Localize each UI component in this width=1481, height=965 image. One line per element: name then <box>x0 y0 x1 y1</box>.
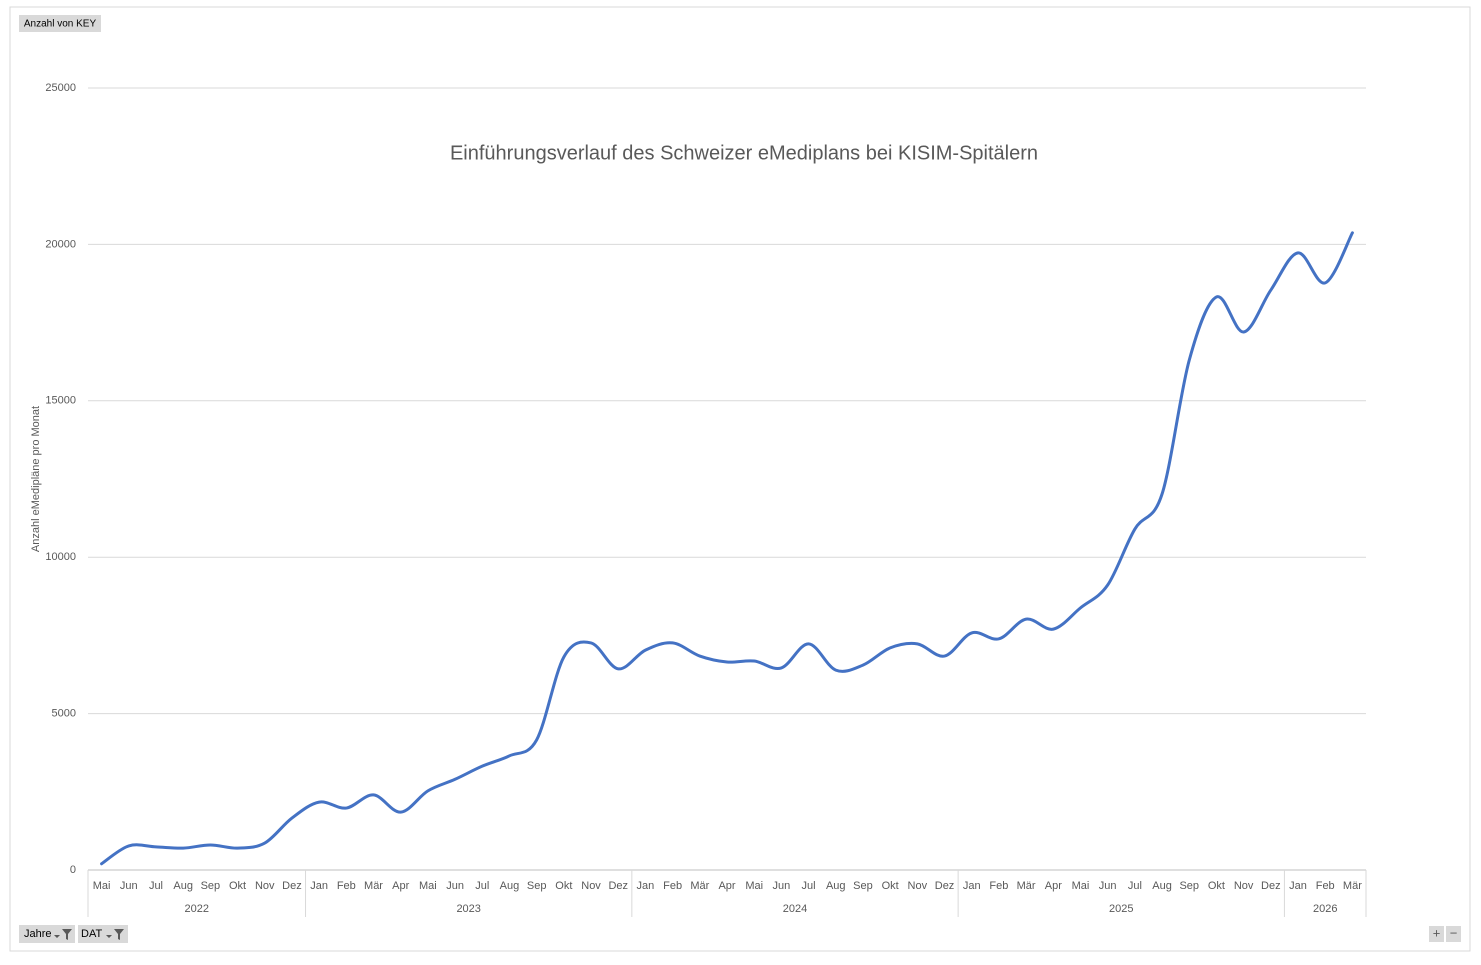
filter-label: DAT <box>81 928 102 940</box>
x-tick-label: Mai <box>1072 880 1090 892</box>
x-tick-label: Dez <box>935 880 955 892</box>
x-tick-label: Nov <box>908 880 928 892</box>
x-tick-label: Aug <box>500 880 520 892</box>
year-label: 2022 <box>185 903 209 915</box>
x-tick-label: Sep <box>527 880 547 892</box>
y-tick-label: 5000 <box>52 708 76 720</box>
field-button[interactable] <box>19 15 101 32</box>
year-label: 2023 <box>456 903 480 915</box>
y-tick-label: 0 <box>70 864 76 876</box>
x-tick-label: Mai <box>419 880 437 892</box>
x-tick-label: Apr <box>1045 880 1062 892</box>
y-tick-label: 25000 <box>45 82 76 94</box>
filter-button[interactable] <box>19 925 75 943</box>
x-tick-label: Jan <box>1289 880 1307 892</box>
x-tick-label: Aug <box>826 880 846 892</box>
field-button-label: Anzahl von KEY <box>24 19 97 30</box>
y-axis-label: Anzahl eMedipläne pro Monat <box>30 406 42 552</box>
x-tick-label: Nov <box>1234 880 1254 892</box>
x-tick-label: Aug <box>1152 880 1172 892</box>
y-tick-label: 15000 <box>45 395 76 407</box>
x-tick-label: Apr <box>392 880 409 892</box>
x-tick-label: Mai <box>93 880 111 892</box>
x-tick-label: Jun <box>773 880 791 892</box>
x-tick-label: Mär <box>690 880 709 892</box>
x-tick-label: Sep <box>853 880 873 892</box>
y-tick-label: 10000 <box>45 551 76 563</box>
x-tick-label: Mai <box>745 880 763 892</box>
x-tick-label: Jan <box>310 880 328 892</box>
x-tick-label: Feb <box>337 880 356 892</box>
chart-title: Einführungsverlauf des Schweizer eMedipl… <box>450 142 1038 164</box>
x-tick-label: Okt <box>882 880 899 892</box>
x-tick-label: Feb <box>989 880 1008 892</box>
year-label: 2024 <box>783 903 807 915</box>
x-tick-label: Mär <box>1017 880 1036 892</box>
x-tick-label: Feb <box>663 880 682 892</box>
x-tick-label: Feb <box>1316 880 1335 892</box>
zoom-button[interactable] <box>1446 926 1461 942</box>
x-tick-label: Jan <box>637 880 655 892</box>
x-tick-label: Dez <box>282 880 302 892</box>
x-tick-label: Jul <box>149 880 163 892</box>
x-tick-label: Okt <box>555 880 572 892</box>
x-tick-label: Apr <box>718 880 735 892</box>
x-tick-label: Jul <box>1128 880 1142 892</box>
x-tick-label: Jun <box>120 880 138 892</box>
filter-icon <box>106 929 124 940</box>
x-tick-label: Jun <box>446 880 464 892</box>
filter-icon <box>54 929 72 940</box>
y-tick-label: 20000 <box>45 238 76 250</box>
x-tick-label: Jul <box>475 880 489 892</box>
zoom-button[interactable] <box>1429 926 1444 942</box>
x-tick-label: Jun <box>1099 880 1117 892</box>
x-tick-label: Dez <box>608 880 628 892</box>
x-tick-label: Okt <box>229 880 246 892</box>
x-tick-label: Jul <box>802 880 816 892</box>
data-line <box>100 231 1354 866</box>
x-tick-label: Nov <box>255 880 275 892</box>
x-tick-label: Sep <box>1179 880 1199 892</box>
year-label: 2025 <box>1109 903 1133 915</box>
x-tick-label: Sep <box>201 880 221 892</box>
zoom-label: + <box>1433 925 1441 940</box>
x-tick-label: Mär <box>364 880 383 892</box>
x-tick-label: Dez <box>1261 880 1281 892</box>
zoom-label: − <box>1450 925 1458 940</box>
chart-area <box>9 6 1471 952</box>
x-tick-label: Okt <box>1208 880 1225 892</box>
x-tick-label: Jan <box>963 880 981 892</box>
x-tick-label: Nov <box>581 880 601 892</box>
year-label: 2026 <box>1313 903 1337 915</box>
filter-label: Jahre <box>24 928 52 940</box>
x-tick-label: Aug <box>173 880 193 892</box>
x-tick-label: Mär <box>1343 880 1362 892</box>
